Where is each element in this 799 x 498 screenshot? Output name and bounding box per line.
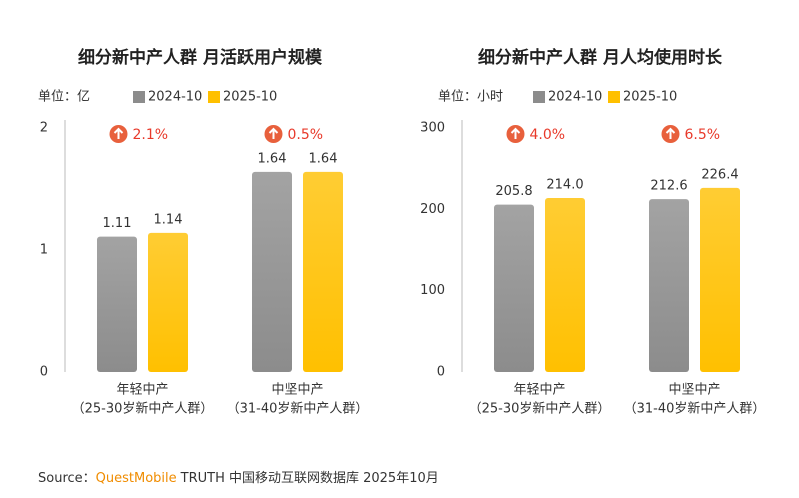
legend-swatch bbox=[608, 91, 620, 103]
value-label: 212.6 bbox=[650, 179, 687, 194]
legend-swatch bbox=[133, 91, 145, 103]
legend-swatch bbox=[208, 91, 220, 103]
bar bbox=[303, 171, 343, 372]
x-tick-label: 年轻中产 bbox=[116, 383, 168, 398]
bar bbox=[252, 171, 292, 372]
legend-label: 2024-10 bbox=[548, 90, 602, 105]
x-tick-note: （25-30岁新中产人群） bbox=[72, 401, 214, 417]
y-tick-label: 1 bbox=[40, 243, 48, 258]
x-tick-label: 年轻中产 bbox=[513, 383, 565, 398]
y-tick-label: 0 bbox=[40, 365, 48, 380]
footer-brand: QuestMobile bbox=[96, 471, 177, 486]
bar bbox=[97, 236, 137, 372]
value-label: 1.11 bbox=[103, 216, 132, 231]
growth-arrow bbox=[510, 127, 521, 139]
y-tick-label: 200 bbox=[420, 202, 445, 217]
value-label: 1.14 bbox=[154, 212, 183, 227]
value-label: 214.0 bbox=[546, 177, 583, 192]
x-tick-note: （25-30岁新中产人群） bbox=[469, 401, 611, 417]
growth-label: 2.1% bbox=[133, 127, 169, 143]
growth-arrow bbox=[268, 127, 279, 139]
growth-arrow bbox=[665, 127, 676, 139]
value-label: 226.4 bbox=[701, 167, 738, 182]
growth-label: 6.5% bbox=[685, 127, 721, 143]
bar bbox=[148, 232, 188, 372]
growth-label: 0.5% bbox=[288, 127, 324, 143]
value-label: 1.64 bbox=[258, 151, 287, 166]
legend-label: 2025-10 bbox=[623, 90, 677, 105]
bar bbox=[494, 204, 534, 372]
chart-title: 细分新中产人群 月活跃用户规模 bbox=[78, 47, 323, 68]
legend-label: 2024-10 bbox=[148, 90, 202, 105]
x-tick-note: （31-40岁新中产人群） bbox=[227, 401, 369, 417]
y-tick-label: 0 bbox=[437, 365, 445, 380]
y-tick-label: 300 bbox=[420, 121, 445, 136]
growth-label: 4.0% bbox=[530, 127, 566, 143]
y-tick-label: 100 bbox=[420, 283, 445, 298]
value-label: 1.64 bbox=[309, 151, 338, 166]
footer-label: Source： bbox=[38, 471, 96, 486]
value-label: 205.8 bbox=[495, 184, 532, 199]
x-tick-label: 中坚中产 bbox=[668, 383, 720, 398]
y-tick-label: 2 bbox=[40, 121, 48, 136]
chart-title: 细分新中产人群 月人均使用时长 bbox=[478, 47, 723, 68]
legend-swatch bbox=[533, 91, 545, 103]
bar bbox=[700, 187, 740, 372]
x-tick-label: 中坚中产 bbox=[271, 383, 323, 398]
footer: Source：QuestMobile TRUTH 中国移动互联网数据库 2025年… bbox=[38, 470, 439, 486]
bar bbox=[545, 197, 585, 372]
unit-label: 单位：亿 bbox=[38, 90, 90, 105]
growth-arrow bbox=[113, 127, 124, 139]
x-tick-note: （31-40岁新中产人群） bbox=[624, 401, 766, 417]
unit-label: 单位：小时 bbox=[438, 90, 503, 105]
footer-text: TRUTH 中国移动互联网数据库 2025年10月 bbox=[180, 470, 439, 486]
legend-label: 2025-10 bbox=[223, 90, 277, 105]
bar bbox=[649, 199, 689, 372]
